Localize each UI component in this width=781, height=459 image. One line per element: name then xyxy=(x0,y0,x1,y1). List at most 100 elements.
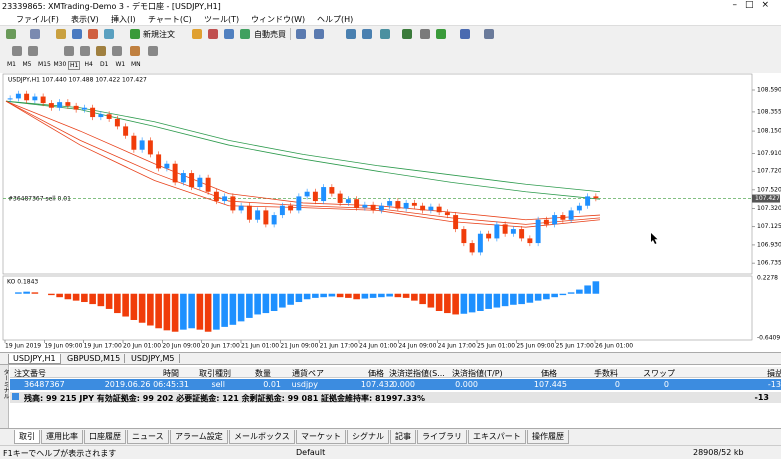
candle xyxy=(230,196,236,211)
x-tick-label: 20 Jun 01:00 xyxy=(123,343,161,350)
table-row[interactable]: 36487367 2019.06.26 06:45:31 sell 0.01 usdjp… xyxy=(10,379,781,390)
moving-average xyxy=(5,100,601,228)
candle xyxy=(535,219,541,244)
icon[interactable] xyxy=(130,29,140,39)
timeframe-button[interactable]: M1 xyxy=(7,61,16,68)
icon[interactable] xyxy=(88,29,98,39)
icon[interactable] xyxy=(112,46,122,56)
candle xyxy=(477,233,483,253)
window-controls[interactable]: –□× xyxy=(732,0,777,10)
timeframe-button[interactable]: M30 xyxy=(53,61,67,68)
icon[interactable] xyxy=(460,29,470,39)
icon[interactable] xyxy=(362,29,372,39)
chart-tab[interactable]: USDJPY,M5 xyxy=(127,354,180,363)
icon[interactable] xyxy=(240,29,250,39)
menu-item[interactable]: ファイル(F) xyxy=(16,15,59,24)
separator xyxy=(290,28,291,40)
terminal-tab[interactable]: 操作履歴 xyxy=(527,430,569,444)
menu-item[interactable]: ヘルプ(H) xyxy=(317,15,354,24)
icon[interactable] xyxy=(224,29,234,39)
terminal: ターミナル 注文番号 時間 取引種別 数量 通貨ペア 価格 決済逆指値(S... 決済指値(T… xyxy=(0,364,781,429)
icon[interactable] xyxy=(30,29,40,39)
histogram-bar xyxy=(369,293,377,298)
icon[interactable] xyxy=(6,29,16,39)
status-bar: F1キーでヘルプが表示されます Default 28908/52 kb xyxy=(0,445,781,459)
order-label: #36487367 sell 0.01 xyxy=(8,196,71,203)
icon[interactable] xyxy=(420,29,430,39)
icon[interactable] xyxy=(56,29,66,39)
icon[interactable] xyxy=(402,29,412,39)
icon[interactable] xyxy=(28,46,38,56)
icon[interactable] xyxy=(208,29,218,39)
icon[interactable] xyxy=(72,29,82,39)
timeframe-button[interactable]: D1 xyxy=(100,61,109,68)
timeframe-button[interactable]: H4 xyxy=(84,61,93,68)
x-tick-label: 19 Jun 2019 xyxy=(5,343,41,350)
histogram-bar xyxy=(270,293,278,312)
terminal-tab[interactable]: 記事 xyxy=(390,430,416,444)
terminal-tab[interactable]: ライブラリ xyxy=(417,430,467,444)
icon[interactable] xyxy=(130,46,140,56)
timeframe-button[interactable]: H1 xyxy=(68,61,81,70)
x-tick-label: 24 Jun 17:00 xyxy=(438,343,476,350)
timeframe-button[interactable]: W1 xyxy=(115,61,126,68)
histogram-bar xyxy=(237,293,245,322)
icon[interactable] xyxy=(346,29,356,39)
menu-item[interactable]: チャート(C) xyxy=(148,15,192,24)
candle xyxy=(576,205,582,211)
timeframe-button[interactable]: M15 xyxy=(38,61,51,68)
y-tick-label: 107.125 xyxy=(757,223,781,230)
y-tick-label: 108.590 xyxy=(757,87,781,94)
icon[interactable] xyxy=(380,29,390,39)
histogram-bar xyxy=(493,293,501,308)
icon[interactable] xyxy=(104,29,114,39)
histogram-bar xyxy=(378,293,385,298)
candle xyxy=(543,219,549,225)
icon[interactable] xyxy=(192,29,202,39)
column-header: 損益 xyxy=(767,369,781,378)
terminal-tab[interactable]: ニュース xyxy=(127,430,169,444)
candle xyxy=(197,177,203,188)
candle xyxy=(502,224,508,234)
candle xyxy=(279,205,285,216)
icon[interactable] xyxy=(314,29,324,39)
timeframe-button[interactable]: M5 xyxy=(22,61,32,68)
candle xyxy=(362,204,368,208)
terminal-tab[interactable]: アラーム設定 xyxy=(170,430,228,444)
icon[interactable] xyxy=(64,46,74,56)
terminal-tab[interactable]: 口座履歴 xyxy=(84,430,126,444)
icon[interactable] xyxy=(436,29,446,39)
terminal-tab[interactable]: メールボックス xyxy=(229,430,295,444)
menu-item[interactable]: ツール(T) xyxy=(204,15,240,24)
terminal-tab[interactable]: エキスパート xyxy=(468,430,526,444)
terminal-tab[interactable]: マーケット xyxy=(296,430,346,444)
cell: 36487367 xyxy=(24,380,65,389)
auto-trading-button[interactable]: 自動売買 xyxy=(254,30,286,39)
chart-tab[interactable]: USDJPY,H1 xyxy=(8,354,61,364)
column-header: 手数料 xyxy=(594,369,618,378)
icon[interactable] xyxy=(296,29,306,39)
histogram-bar xyxy=(526,293,534,303)
icon[interactable] xyxy=(80,46,90,56)
histogram-bar xyxy=(31,292,39,294)
icon[interactable] xyxy=(12,46,22,56)
cell: 0.000 xyxy=(392,380,415,389)
menu-item[interactable]: 表示(V) xyxy=(71,15,99,24)
menu-item[interactable]: ウィンドウ(W) xyxy=(251,15,306,24)
icon[interactable] xyxy=(148,46,158,56)
menu-item[interactable]: 挿入(I) xyxy=(111,15,136,24)
x-tick-label: 25 Jun 17:00 xyxy=(556,343,594,350)
histogram-bar xyxy=(138,293,146,323)
candle xyxy=(205,177,211,192)
new-order-button[interactable]: 新規注文 xyxy=(143,30,175,39)
terminal-tab[interactable]: 運用比率 xyxy=(41,430,83,444)
side-label: ターミナル xyxy=(2,369,9,399)
terminal-tab[interactable]: 取引 xyxy=(14,430,40,444)
chart-tab[interactable]: GBPUSD,M15 xyxy=(63,354,126,363)
timeframe-button[interactable]: MN xyxy=(131,61,141,68)
indicator-tick-label: 0.2278 xyxy=(757,275,778,282)
icon[interactable] xyxy=(96,46,106,56)
icon[interactable] xyxy=(484,29,494,39)
terminal-tab[interactable]: シグナル xyxy=(347,430,389,444)
candle xyxy=(428,206,434,211)
